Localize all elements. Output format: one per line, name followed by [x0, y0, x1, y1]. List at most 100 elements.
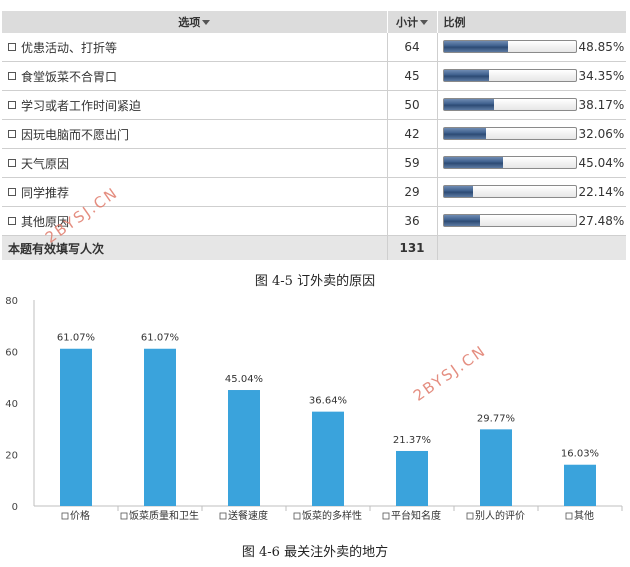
checkbox-icon[interactable] — [8, 216, 16, 225]
y-tick-label: 0 — [12, 502, 18, 513]
progress-bar — [442, 214, 577, 227]
checkbox-icon — [120, 512, 128, 520]
ratio-cell: 34.35% — [437, 61, 626, 91]
x-tick-label: 饭菜的多样性 — [302, 509, 362, 522]
total-empty-cell — [437, 235, 626, 260]
ratio-text: 32.06% — [578, 127, 625, 141]
checkbox-icon — [466, 512, 474, 520]
ratio-text: 48.85% — [578, 40, 625, 54]
x-tick-label: 别人的评价 — [475, 509, 525, 522]
sort-icon[interactable] — [420, 20, 428, 25]
table-row: 学习或者工作时间紧迫 50 38.17% — [2, 90, 626, 120]
checkbox-icon[interactable] — [8, 187, 16, 196]
option-cell: 同学推荐 — [2, 177, 387, 207]
x-tick-label: 饭菜质量和卫生 — [129, 509, 199, 522]
option-label: 食堂饭菜不合胃口 — [21, 69, 118, 84]
progress-fill — [443, 186, 473, 197]
data-label: 29.77% — [477, 413, 515, 424]
count-cell: 64 — [386, 33, 438, 62]
option-cell: 学习或者工作时间紧迫 — [2, 90, 387, 120]
bar — [60, 348, 92, 506]
option-label: 因玩电脑而不愿出门 — [21, 127, 130, 142]
checkbox-icon[interactable] — [8, 71, 16, 80]
progress-bar — [442, 185, 577, 198]
bar — [396, 450, 428, 506]
checkbox-icon[interactable] — [8, 158, 16, 167]
bar — [312, 411, 344, 506]
progress-bar — [442, 156, 577, 169]
ratio-text: 38.17% — [578, 98, 625, 112]
total-label: 本题有效填写人次 — [2, 235, 387, 260]
data-label: 21.37% — [393, 435, 431, 446]
option-label: 学习或者工作时间紧迫 — [21, 98, 142, 113]
bar-chart: 0 20 40 60 80 61.07% 价格 61.07% 饭菜质量和卫生 45.04% 送餐速度… — [5, 296, 623, 522]
ratio-cell: 48.85% — [437, 33, 626, 62]
data-label: 16.03% — [561, 449, 599, 460]
progress-fill — [443, 157, 503, 168]
table-row: 同学推荐 29 22.14% — [2, 177, 626, 207]
ratio-cell: 22.14% — [437, 177, 626, 207]
x-tick-label: 价格 — [70, 509, 90, 522]
table-row: 天气原因 59 45.04% — [2, 148, 626, 178]
option-cell: 优患活动、打折等 — [2, 33, 387, 62]
progress-fill — [443, 128, 486, 139]
count-cell: 29 — [386, 177, 438, 207]
total-value: 131 — [386, 235, 438, 260]
checkbox-icon — [565, 512, 573, 520]
x-tick-label: 送餐速度 — [228, 509, 268, 522]
ratio-cell: 32.06% — [437, 119, 626, 149]
checkbox-icon[interactable] — [8, 100, 16, 109]
y-tick-label: 60 — [5, 348, 18, 359]
option-label: 优患活动、打折等 — [21, 40, 118, 55]
bar — [144, 348, 176, 506]
ratio-cell: 38.17% — [437, 90, 626, 120]
x-tick-label: 其他 — [574, 509, 594, 522]
table-row: 因玩电脑而不愿出门 42 32.06% — [2, 119, 626, 149]
data-label: 61.07% — [141, 333, 179, 344]
checkbox-icon — [293, 512, 301, 520]
option-label: 天气原因 — [21, 156, 70, 171]
x-tick-label: 平台知名度 — [391, 509, 441, 522]
survey-table: 选项 小计 比例 优患活动、打折等 64 48.85% 食堂饭菜不合胃口 45 34.35… — [2, 11, 627, 260]
ratio-text: 45.04% — [578, 156, 625, 170]
data-label: 45.04% — [225, 374, 263, 385]
checkbox-icon[interactable] — [8, 42, 16, 51]
progress-bar — [442, 40, 577, 53]
figure-caption-4-6: 图 4-6 最关注外卖的地方 — [241, 545, 389, 560]
table-row: 优患活动、打折等 64 48.85% — [2, 33, 626, 62]
option-cell: 食堂饭菜不合胃口 — [2, 61, 387, 91]
table-row: 其他原因 36 27.48% — [2, 206, 626, 236]
option-label: 同学推荐 — [21, 185, 70, 200]
bar — [228, 390, 260, 506]
option-cell: 天气原因 — [2, 148, 387, 178]
ratio-column-header: 比例 — [437, 11, 627, 33]
y-tick-label: 80 — [5, 296, 18, 307]
checkbox-icon — [382, 512, 390, 520]
count-cell: 50 — [386, 90, 438, 120]
option-cell: 其他原因 — [2, 206, 387, 236]
count-column-header[interactable]: 小计 — [387, 11, 438, 33]
progress-fill — [443, 99, 494, 110]
option-cell: 因玩电脑而不愿出门 — [2, 119, 387, 149]
y-tick-label: 40 — [5, 399, 18, 410]
checkbox-icon[interactable] — [8, 129, 16, 138]
sort-icon[interactable] — [202, 20, 211, 25]
figure-caption-4-5: 图 4-5 订外卖的原因 — [254, 274, 376, 289]
y-tick-label: 20 — [5, 451, 18, 462]
total-row: 本题有效填写人次 131 — [2, 235, 626, 260]
ratio-text: 34.35% — [578, 69, 625, 83]
progress-fill — [443, 70, 489, 81]
bar — [564, 464, 596, 506]
count-cell: 42 — [386, 119, 438, 149]
ratio-cell: 45.04% — [437, 148, 626, 178]
progress-bar — [442, 127, 577, 140]
ratio-text: 27.48% — [578, 214, 625, 228]
progress-bar — [442, 98, 577, 111]
progress-fill — [443, 41, 508, 52]
checkbox-icon — [219, 512, 227, 520]
ratio-cell: 27.48% — [437, 206, 626, 236]
ratio-text: 22.14% — [578, 185, 625, 199]
bar — [480, 429, 512, 506]
progress-bar — [442, 69, 577, 82]
option-column-header[interactable]: 选项 — [2, 11, 388, 33]
